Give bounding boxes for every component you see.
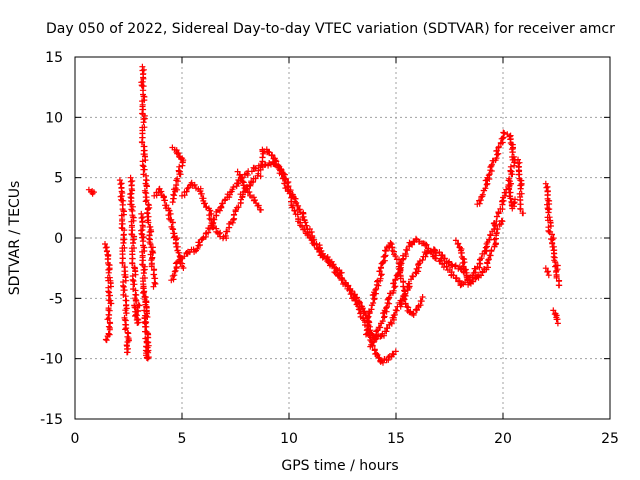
- data-points: [85, 63, 563, 366]
- y-tick-labels: -15 -10 -5 0 5 10 15: [40, 50, 63, 428]
- data-point-group: [452, 237, 472, 284]
- x-axis-label: GPS time / hours: [281, 458, 398, 474]
- data-point-group: [542, 180, 563, 289]
- x-tick-label: 20: [494, 431, 512, 447]
- data-point-group: [179, 146, 399, 366]
- grid-lines: [75, 57, 610, 419]
- data-point-group: [102, 241, 115, 344]
- y-tick-label: -10: [40, 352, 63, 368]
- data-point-group: [138, 63, 159, 290]
- data-point-group: [515, 156, 527, 217]
- x-tick-label: 15: [387, 431, 405, 447]
- x-tick-labels: 0 5 10 15 20 25: [71, 431, 619, 447]
- y-tick-label: -15: [40, 412, 63, 428]
- y-tick-label: 0: [54, 231, 63, 247]
- axis-ticks: [74, 56, 611, 420]
- chart-title: Day 050 of 2022, Sidereal Day-to-day VTE…: [46, 21, 615, 37]
- data-point-group: [542, 265, 552, 279]
- x-tick-label: 5: [178, 431, 187, 447]
- data-point-group: [85, 186, 97, 197]
- x-tick-label: 0: [71, 431, 80, 447]
- y-tick-label: 15: [45, 50, 63, 66]
- x-tick-label: 10: [280, 431, 298, 447]
- y-tick-label: 5: [54, 171, 63, 187]
- data-point-group: [127, 174, 143, 326]
- y-tick-label: 10: [45, 110, 63, 126]
- y-tick-label: -5: [49, 291, 63, 307]
- data-point-group: [138, 210, 152, 362]
- data-point-group: [234, 168, 264, 213]
- data-point-group: [169, 144, 187, 206]
- data-point-group: [504, 131, 518, 212]
- x-tick-label: 25: [601, 431, 619, 447]
- data-point-group: [367, 217, 506, 350]
- data-point-group: [474, 129, 508, 208]
- data-point-group: [116, 177, 132, 356]
- data-point-group: [550, 307, 561, 327]
- y-axis-label: SDTVAR / TECUs: [7, 181, 23, 296]
